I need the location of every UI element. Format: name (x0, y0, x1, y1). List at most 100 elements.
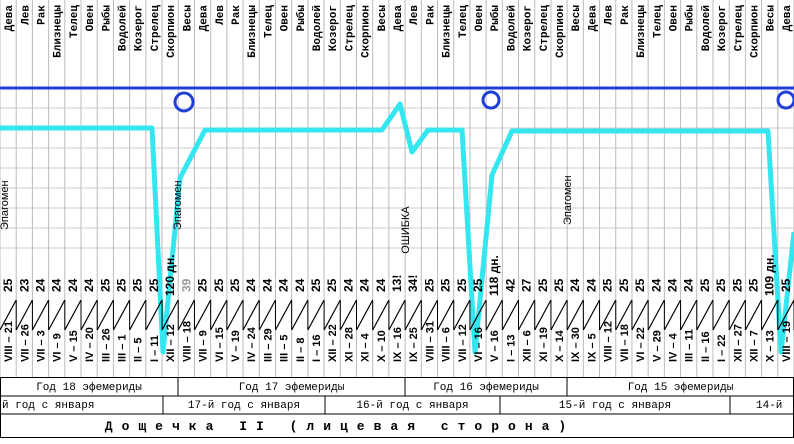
zigzag (323, 299, 341, 331)
zodiac-label: Козерог (523, 5, 535, 51)
zodiac-label: Весы (571, 5, 583, 32)
zigzag (96, 299, 114, 331)
date-label: VII – 26 (19, 324, 31, 362)
january-year: 16-й год с января (356, 400, 468, 412)
zodiac-label: Дева (4, 5, 16, 32)
ephemeris-year: Год 15 эфемериды (628, 381, 734, 394)
zigzag (242, 299, 260, 331)
zigzag (307, 299, 325, 331)
zigzag (193, 299, 212, 331)
zigzag (31, 299, 50, 331)
zigzag (339, 299, 358, 331)
zodiac-label: Весы (766, 5, 778, 32)
day-count: 25 (325, 278, 339, 292)
zigzag (615, 299, 633, 331)
zodiac-label: Дева (587, 5, 599, 32)
zigzag (80, 299, 98, 331)
zigzag (663, 299, 682, 331)
day-count: 24 (665, 278, 679, 292)
zodiac-label: Рыбы (489, 5, 502, 32)
date-label: XII – 27 (732, 324, 744, 362)
day-count: 24 (50, 278, 64, 292)
date-label: I – 16 (311, 334, 323, 362)
zigzag (48, 299, 66, 331)
zodiac-label: Весы (377, 5, 389, 32)
date-label: VII – 12 (457, 324, 469, 362)
zodiac-label: Рак (620, 5, 632, 25)
zigzag (696, 299, 714, 331)
day-count: 24 (341, 278, 355, 292)
day-count: 24 (293, 278, 307, 292)
day-count: 25 (730, 278, 744, 292)
date-label: II – 5 (133, 338, 145, 362)
date-label: III – 29 (262, 328, 274, 362)
day-count: 24 (277, 278, 291, 292)
day-count: 118 дн. (487, 255, 501, 296)
zigzag (404, 299, 422, 331)
zodiac-label: Скорпион (166, 5, 178, 58)
annotation: Эпагомен (562, 175, 574, 225)
day-count: 42 (503, 278, 517, 292)
day-count: 25 (228, 278, 242, 292)
day-count: 25 (1, 278, 15, 292)
date-label: I – 13 (505, 334, 517, 362)
zodiac-label: Рак (37, 5, 49, 25)
date-label: V – 19 (230, 330, 242, 362)
date-label: VI – 15 (214, 327, 226, 362)
zigzag (0, 299, 17, 331)
january-year: й год с января (2, 400, 94, 412)
zodiac-label: Телец (652, 5, 664, 38)
date-label: XII – 6 (522, 330, 534, 362)
day-count: 24 (34, 278, 48, 292)
zodiac-label: Телец (69, 5, 81, 38)
blue-loop (776, 90, 794, 110)
day-count: 24 (82, 278, 96, 292)
date-label: VII – 9 (198, 330, 210, 362)
zodiac-label: Овен (668, 5, 680, 31)
day-count: 25 (115, 278, 129, 292)
zodiac-label: Козерог (134, 5, 146, 51)
zigzag (420, 299, 439, 331)
day-count: 24 (584, 278, 598, 292)
zigzag (469, 299, 487, 331)
date-label: V – 29 (651, 330, 663, 362)
zodiac-label: Рыбы (295, 5, 308, 32)
zodiac-label: Овен (474, 5, 486, 31)
day-count: 27 (520, 278, 534, 292)
zigzag (291, 299, 309, 331)
day-count: 24 (568, 278, 582, 292)
date-label: IX – 5 (586, 333, 598, 362)
date-label: XII – 22 (327, 324, 339, 362)
zigzag (566, 299, 584, 331)
date-label: VIII – 6 (441, 327, 453, 362)
ephemeris-year: Год 17 эфемериды (239, 381, 345, 394)
zigzag (177, 299, 195, 331)
date-label: XI – 28 (343, 327, 355, 362)
zodiac-label: Стрелец (733, 5, 745, 52)
day-count: 25 (746, 278, 760, 292)
day-count: 25 (309, 278, 323, 292)
january-year: 14-й (756, 400, 782, 412)
ephemeris-year: Год 16 эфемериды (433, 381, 539, 394)
day-count: 24 (649, 278, 663, 292)
zodiac-label: Дева (199, 5, 211, 32)
day-count: 24 (358, 278, 372, 292)
zigzag (744, 299, 763, 331)
annotation: ОШИБКА (400, 206, 412, 254)
date-label: XII – 7 (748, 330, 760, 362)
zodiac-label: Овен (280, 5, 292, 31)
zigzag (453, 299, 471, 331)
day-count: 25 (536, 278, 550, 292)
zodiac-label: Близнецы (442, 5, 454, 58)
day-count: 25 (131, 278, 145, 292)
date-label: IV – 24 (246, 326, 258, 362)
date-label: XI – 4 (360, 332, 372, 362)
zodiac-label: Рыбы (100, 5, 113, 32)
date-label: XI – 19 (538, 327, 550, 362)
zigzag (631, 299, 649, 331)
day-count: 25 (714, 278, 728, 292)
day-count: 24 (374, 278, 388, 292)
zigzag (647, 299, 665, 331)
